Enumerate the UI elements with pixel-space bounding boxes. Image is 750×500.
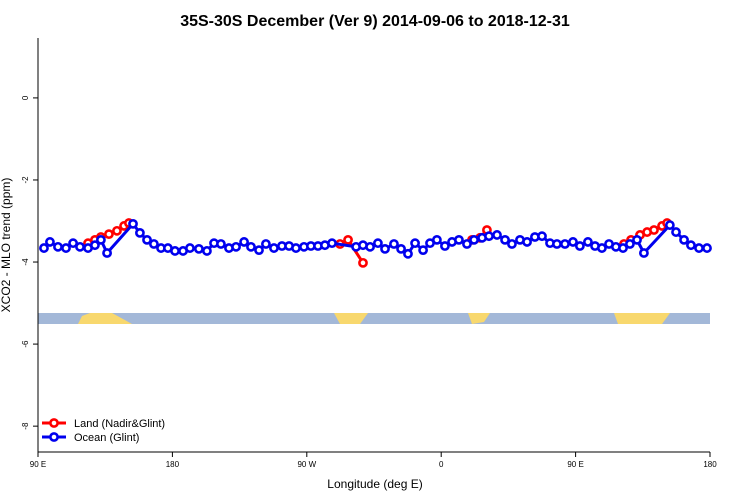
point bbox=[142, 234, 152, 245]
point bbox=[694, 243, 704, 253]
x-tick-label: 90 E bbox=[567, 460, 583, 469]
point bbox=[53, 241, 63, 252]
point bbox=[239, 237, 249, 247]
point bbox=[492, 230, 502, 240]
point bbox=[380, 243, 390, 254]
point bbox=[202, 246, 212, 256]
legend-label: Ocean (Glint) bbox=[74, 432, 139, 444]
x-tick-label: 90 W bbox=[297, 460, 316, 469]
point bbox=[261, 239, 271, 249]
point bbox=[90, 240, 100, 251]
point bbox=[185, 243, 195, 253]
point bbox=[632, 234, 642, 245]
y-axis-label: XCO2 - MLO trend (ppm) bbox=[0, 178, 13, 313]
point bbox=[358, 257, 368, 268]
point bbox=[686, 240, 696, 251]
point bbox=[625, 239, 635, 249]
point bbox=[403, 248, 413, 259]
point bbox=[664, 220, 675, 231]
point bbox=[135, 227, 145, 238]
point bbox=[618, 243, 628, 253]
point bbox=[574, 241, 585, 251]
point bbox=[68, 238, 78, 249]
x-tick-label: 180 bbox=[703, 460, 717, 469]
point bbox=[583, 237, 593, 247]
point bbox=[507, 239, 517, 249]
point bbox=[365, 241, 375, 252]
x-tick-label: 0 bbox=[439, 460, 444, 469]
point bbox=[149, 239, 159, 249]
point bbox=[568, 237, 578, 247]
land-ocean-strip bbox=[38, 313, 710, 324]
point bbox=[671, 227, 681, 237]
point bbox=[343, 234, 353, 245]
point bbox=[462, 239, 472, 249]
point bbox=[291, 243, 301, 253]
point bbox=[231, 241, 241, 252]
legend-marker bbox=[49, 418, 59, 428]
point bbox=[269, 243, 279, 253]
y-tick-label: -8 bbox=[21, 422, 30, 430]
chart-title: 35S-30S December (Ver 9) 2014-09-06 to 2… bbox=[180, 13, 570, 30]
point bbox=[484, 231, 494, 242]
point bbox=[597, 243, 607, 253]
point bbox=[396, 243, 406, 254]
point bbox=[194, 243, 204, 254]
y-tick-label: 0 bbox=[21, 95, 30, 100]
point bbox=[639, 248, 649, 258]
y-tick-label: -6 bbox=[21, 340, 30, 348]
legend-label: Land (Nadir&Glint) bbox=[74, 418, 165, 430]
point bbox=[418, 245, 428, 256]
point bbox=[410, 238, 420, 249]
point bbox=[39, 243, 49, 253]
point bbox=[537, 231, 547, 242]
x-tick-label: 90 E bbox=[30, 460, 46, 469]
point bbox=[432, 234, 442, 245]
point bbox=[170, 246, 180, 256]
point bbox=[61, 243, 71, 253]
point bbox=[469, 234, 479, 245]
point bbox=[128, 218, 138, 229]
point bbox=[112, 225, 122, 236]
point bbox=[552, 239, 562, 249]
point bbox=[649, 225, 659, 235]
point bbox=[389, 239, 399, 249]
x-tick-label: 180 bbox=[166, 460, 180, 469]
point bbox=[75, 241, 85, 252]
point bbox=[560, 239, 570, 249]
point bbox=[454, 234, 464, 245]
x-axis-label: Longitude (deg E) bbox=[327, 477, 422, 491]
point bbox=[216, 239, 226, 249]
point bbox=[500, 234, 510, 245]
point bbox=[102, 248, 112, 258]
y-tick-label: -4 bbox=[21, 258, 30, 266]
point bbox=[104, 229, 114, 240]
point bbox=[702, 243, 712, 253]
point bbox=[679, 234, 689, 245]
point bbox=[373, 238, 383, 249]
point bbox=[327, 238, 337, 249]
legend-marker bbox=[49, 432, 59, 442]
point bbox=[440, 241, 450, 251]
y-tick-label: -2 bbox=[21, 176, 30, 184]
point bbox=[45, 237, 55, 247]
point bbox=[522, 237, 532, 247]
point bbox=[254, 245, 264, 256]
point bbox=[96, 234, 106, 245]
point bbox=[246, 241, 256, 252]
